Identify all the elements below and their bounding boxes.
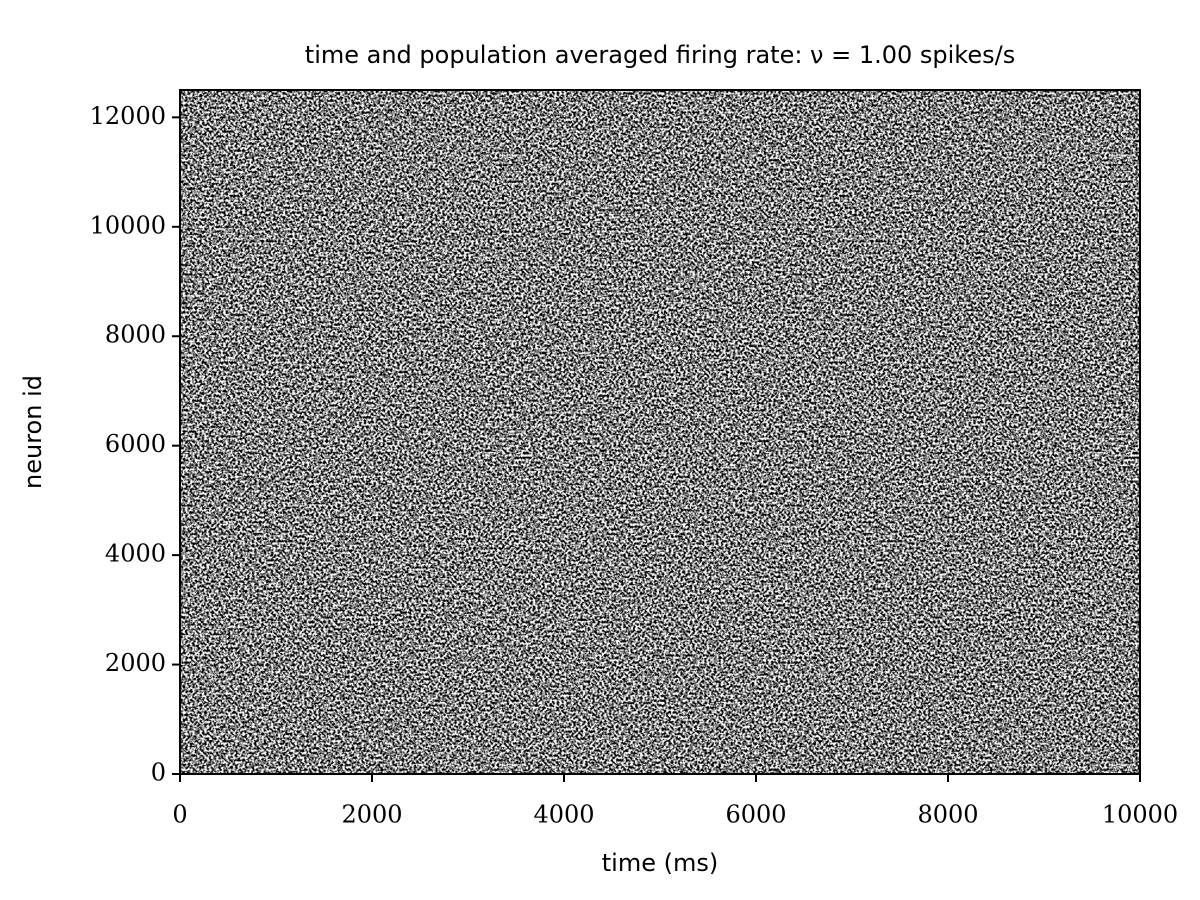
y-tick-label: 4000 [105, 540, 166, 568]
x-tick-label: 2000 [341, 801, 402, 829]
spike-field [180, 90, 1140, 774]
y-tick-label: 12000 [90, 102, 166, 130]
x-axis-label: time (ms) [602, 849, 718, 877]
y-axis-label: neuron id [19, 375, 47, 489]
y-tick-label: 2000 [105, 649, 166, 677]
axes-frame [179, 89, 1141, 775]
chart-title: time and population averaged firing rate… [305, 41, 1015, 69]
x-tick-label: 4000 [533, 801, 594, 829]
y-tick-label: 10000 [90, 211, 166, 239]
x-tick-label: 0 [172, 801, 187, 829]
y-tick-label: 8000 [105, 321, 166, 349]
x-tick-label: 10000 [1102, 801, 1178, 829]
spike-texture [180, 90, 1140, 774]
y-tick-label: 6000 [105, 430, 166, 458]
x-tick-label: 6000 [725, 801, 786, 829]
y-tick-label: 0 [151, 759, 166, 787]
x-tick-label: 8000 [917, 801, 978, 829]
